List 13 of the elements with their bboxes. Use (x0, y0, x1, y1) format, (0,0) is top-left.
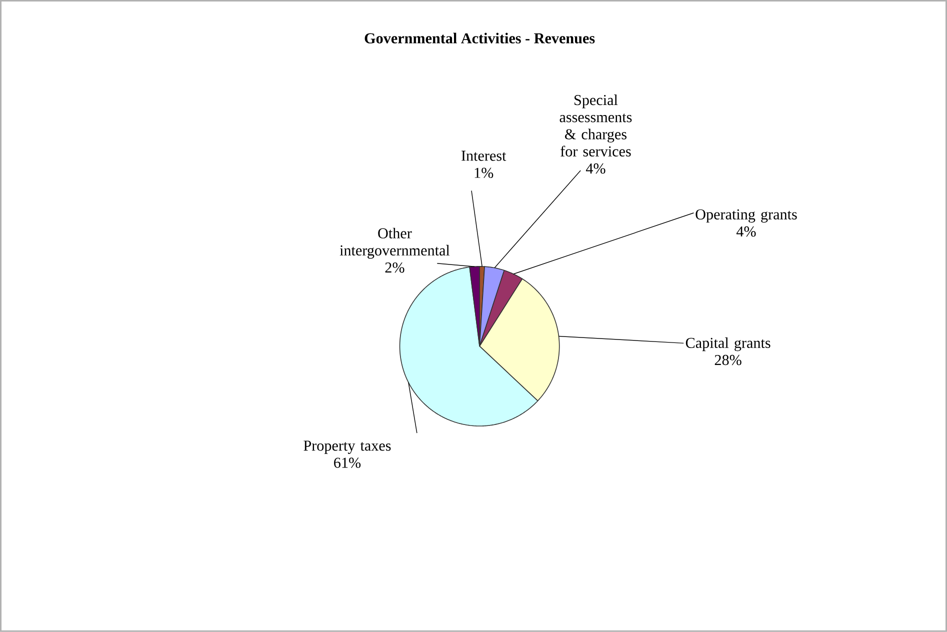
data-label: 1% (474, 168, 494, 178)
slice-label: Operating grants (696, 209, 797, 223)
slice-label: Property taxes (304, 440, 391, 454)
data-label: 4% (586, 163, 606, 174)
chart-title: Governmental Activities - Revenues (364, 32, 595, 44)
data-label: 2% (385, 262, 404, 273)
data-label: 4% (736, 226, 756, 237)
slice-label: Other intergovernmental (340, 228, 450, 259)
slice-label: Special assessments & charges for services (560, 94, 632, 157)
data-label: 28% (714, 355, 742, 366)
data-label: 61% (334, 458, 361, 468)
slice-label: Capital grants (686, 337, 770, 352)
slice-label: Interest (462, 150, 506, 161)
